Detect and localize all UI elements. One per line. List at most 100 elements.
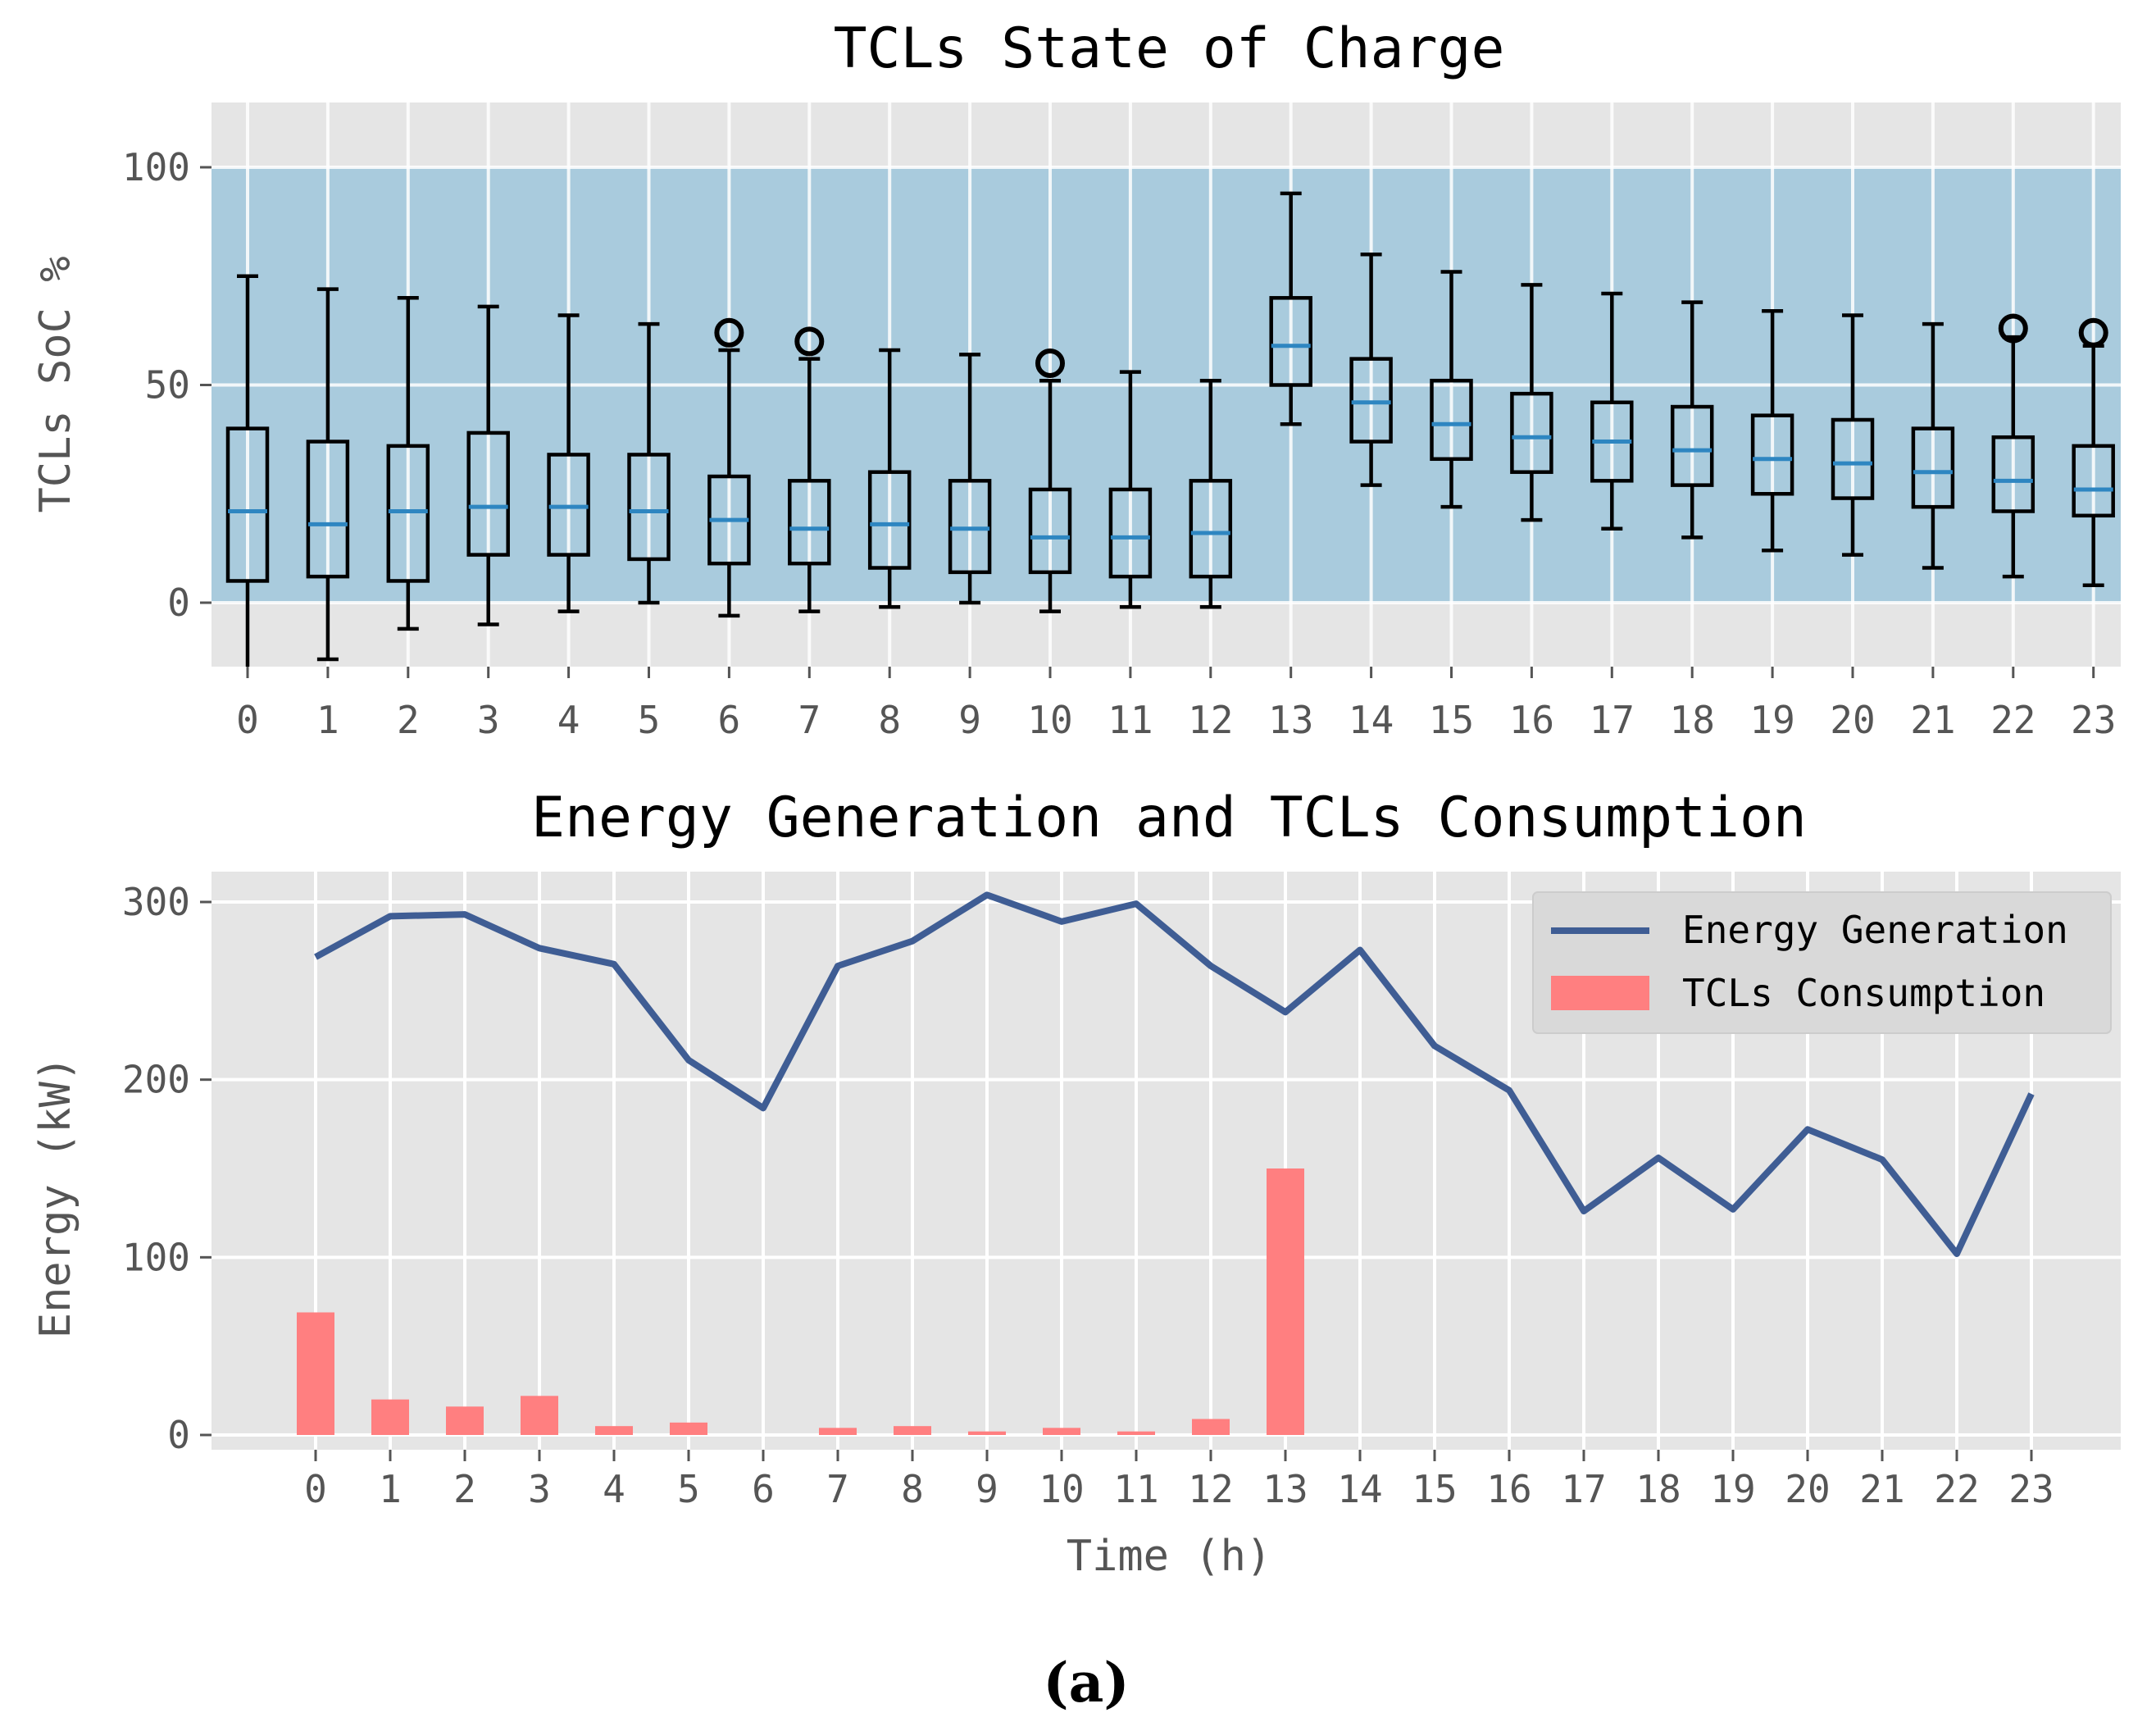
legend-bar-swatch <box>1551 976 1649 1010</box>
soc-xtick-label: 11 <box>1108 698 1153 742</box>
soc-xtick-label: 23 <box>2071 698 2116 742</box>
energy-consumption-bars <box>297 1168 1304 1435</box>
soc-boxplots <box>225 191 2115 667</box>
energy-ytick-label: 100 <box>122 1235 190 1279</box>
energy-xtick-label: 11 <box>1113 1467 1158 1511</box>
consumption-bar-hour-1 <box>371 1399 409 1435</box>
energy-xtick-label: 16 <box>1486 1467 1531 1511</box>
energy-x-axis-label: Time (h) <box>1067 1532 1271 1581</box>
energy-x-ticks: 0 1 2 3 4 5 6 7 8 9 10 11 12 13 14 15 16 17 18 19 20 21 22 23 <box>304 1450 2054 1511</box>
energy-xtick-label: 0 <box>304 1467 327 1511</box>
energy-xtick-label: 20 <box>1785 1467 1830 1511</box>
energy-xtick-label: 9 <box>976 1467 998 1511</box>
energy-ytick-label: 200 <box>122 1058 190 1102</box>
boxplot-hour-21 <box>1911 321 1955 570</box>
boxplot-hour-3 <box>466 304 510 626</box>
box-iqr <box>466 430 510 557</box>
boxplot-hour-20 <box>1831 313 1875 557</box>
energy-xtick-label: 5 <box>677 1467 700 1511</box>
energy-xtick-label: 23 <box>2008 1467 2054 1511</box>
energy-xtick-label: 1 <box>379 1467 402 1511</box>
box-iqr <box>1430 378 1473 462</box>
consumption-bar-hour-9 <box>968 1431 1006 1435</box>
box-iqr <box>1831 417 1875 500</box>
outlier-point <box>2078 317 2108 348</box>
consumption-bar-hour-5 <box>670 1422 707 1435</box>
boxplot-hour-7 <box>788 326 831 613</box>
energy-y-ticks: 0 100 200 300 <box>122 880 212 1457</box>
soc-xtick-label: 18 <box>1670 698 1715 742</box>
soc-xtick-label: 6 <box>718 698 741 742</box>
boxplot-hour-6 <box>707 317 751 618</box>
box-iqr <box>1028 487 1072 575</box>
soc-xtick-label: 1 <box>316 698 339 742</box>
soc-xtick-label: 0 <box>236 698 259 742</box>
soc-xtick-label: 2 <box>397 698 420 742</box>
boxplot-hour-19 <box>1750 308 1794 553</box>
consumption-bar-hour-3 <box>521 1396 558 1435</box>
soc-ytick-label: 0 <box>167 581 190 625</box>
energy-chart: Energy Generation and TCLs Consumption 0… <box>31 786 2121 1581</box>
consumption-bar-hour-11 <box>1117 1431 1155 1435</box>
boxplot-hour-11 <box>1108 370 1153 609</box>
box-iqr <box>225 426 270 583</box>
consumption-bar-hour-13 <box>1267 1168 1304 1435</box>
energy-xtick-label: 13 <box>1262 1467 1308 1511</box>
boxplot-hour-1 <box>306 287 350 662</box>
outlier-point <box>794 326 825 357</box>
soc-xtick-label: 10 <box>1027 698 1072 742</box>
consumption-bar-hour-2 <box>446 1406 484 1435</box>
soc-ytick-label: 100 <box>122 145 190 189</box>
boxplot-hour-4 <box>547 313 590 613</box>
box-iqr <box>788 479 831 566</box>
boxplot-hour-9 <box>948 353 992 605</box>
boxplot-hour-22 <box>1991 313 2035 579</box>
soc-chart-title: TCLs State of Charge <box>834 16 1505 81</box>
soc-xtick-label: 17 <box>1590 698 1635 742</box>
boxplot-hour-16 <box>1510 283 1553 522</box>
generation-line <box>314 891 2035 1257</box>
boxplot-hour-12 <box>1189 378 1233 609</box>
box-iqr <box>948 479 992 575</box>
soc-xtick-label: 19 <box>1749 698 1794 742</box>
soc-xtick-label: 4 <box>557 698 580 742</box>
energy-ytick-label: 300 <box>122 880 190 924</box>
boxplot-hour-13 <box>1269 191 1312 426</box>
energy-xtick-label: 15 <box>1412 1467 1457 1511</box>
box-iqr <box>1189 479 1233 579</box>
soc-y-ticks: 0 50 100 <box>122 145 212 625</box>
boxplot-hour-14 <box>1349 252 1393 487</box>
soc-xtick-label: 22 <box>1990 698 2035 742</box>
box-iqr <box>1510 391 1553 474</box>
box-iqr <box>306 440 350 579</box>
soc-xtick-label: 21 <box>1910 698 1955 742</box>
consumption-bar-hour-7 <box>819 1428 857 1435</box>
soc-ytick-label: 50 <box>145 363 190 408</box>
box-iqr <box>1750 413 1794 496</box>
boxplot-hour-18 <box>1670 300 1714 540</box>
boxplot-hour-23 <box>2072 317 2115 588</box>
energy-generation-line <box>314 891 2035 1257</box>
soc-xtick-label: 8 <box>878 698 901 742</box>
soc-xtick-label: 7 <box>798 698 821 742</box>
energy-xtick-label: 7 <box>826 1467 849 1511</box>
energy-xtick-label: 4 <box>603 1467 625 1511</box>
legend-label-generation: Energy Generation <box>1682 908 2068 952</box>
soc-xtick-label: 9 <box>958 698 981 742</box>
energy-xtick-label: 22 <box>1934 1467 1979 1511</box>
box-iqr <box>386 444 430 583</box>
energy-xtick-label: 3 <box>528 1467 551 1511</box>
soc-y-axis-label: TCLs SoC % <box>31 256 80 512</box>
soc-xtick-label: 16 <box>1509 698 1554 742</box>
energy-ytick-label: 0 <box>167 1413 190 1457</box>
legend-box <box>1532 891 2112 1034</box>
box-iqr <box>1108 487 1153 579</box>
soc-xtick-label: 5 <box>638 698 661 742</box>
energy-xtick-label: 2 <box>453 1467 476 1511</box>
box-iqr <box>2072 444 2115 518</box>
outlier-point <box>1998 313 2028 344</box>
energy-xtick-label: 12 <box>1188 1467 1233 1511</box>
boxplot-hour-2 <box>386 296 430 631</box>
box-iqr <box>1269 296 1312 387</box>
